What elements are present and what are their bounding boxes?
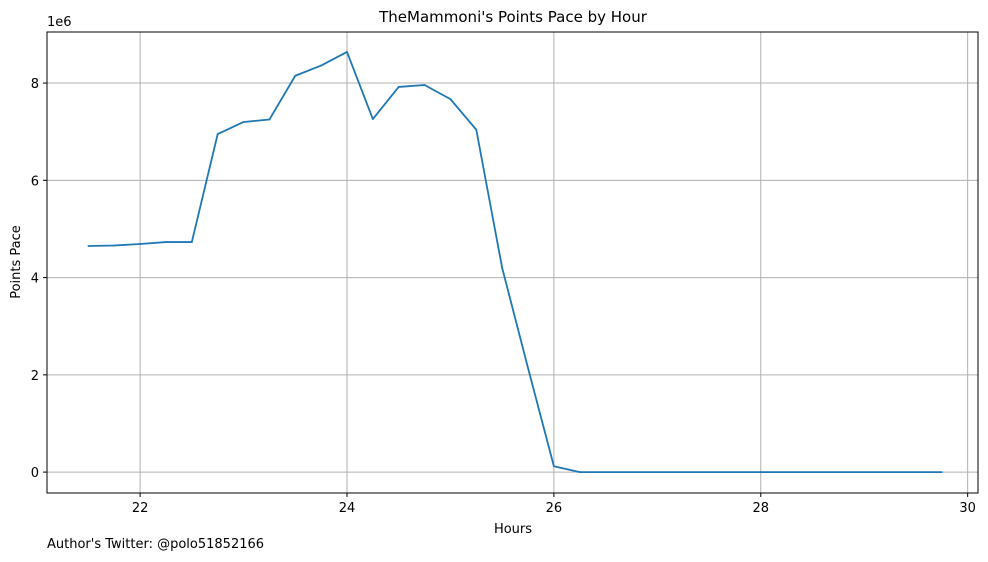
data-point [475,128,478,131]
y-tick-label: 6 [31,174,39,189]
data-point [346,51,348,53]
data-point [320,64,323,67]
data-point [837,471,840,473]
data-point [863,471,866,473]
data-point [165,241,167,243]
data-point [397,86,400,88]
data-point [940,471,943,473]
data-point [268,118,271,121]
data-point [552,465,555,468]
data-point [501,266,504,269]
data-point [87,245,90,247]
x-tick-label: 26 [546,501,563,516]
data-point [889,471,891,473]
data-point [242,121,245,123]
data-point [294,74,297,77]
points-pace-line [88,51,942,473]
data-point [785,471,788,473]
data-point [578,471,581,473]
data-point [527,367,529,369]
y-axis-label: Points Pace [9,225,24,299]
data-point [449,98,452,101]
data-point [604,471,607,473]
x-tick-label: 30 [959,501,976,516]
grid-lines [47,32,978,493]
x-axis-label: Hours [494,522,532,537]
data-point [656,471,659,473]
data-point [139,243,142,245]
y-tick-label: 2 [31,369,39,384]
data-point [190,241,193,243]
y-tick-label: 0 [31,466,39,481]
data-series [87,51,943,473]
x-tick-label: 22 [132,501,149,516]
data-point [734,471,736,473]
data-point [811,471,814,473]
y-tick-label: 8 [31,77,39,92]
data-point [682,471,685,473]
author-twitter-note: Author's Twitter: @polo51852166 [47,537,265,552]
data-point [708,471,710,473]
data-point [113,244,116,247]
chart-title: TheMammoni's Points Pace by Hour [378,8,648,26]
data-point [371,118,374,120]
data-point [216,133,219,136]
y-offset-label: 1e6 [47,15,72,30]
plot-frame [46,31,979,494]
x-tick-label: 28 [752,501,769,516]
y-tick-label: 4 [31,272,39,287]
data-point [423,84,426,86]
data-point [630,471,633,473]
data-point [915,471,917,473]
data-point [759,471,762,473]
x-tick-label: 24 [339,501,356,516]
